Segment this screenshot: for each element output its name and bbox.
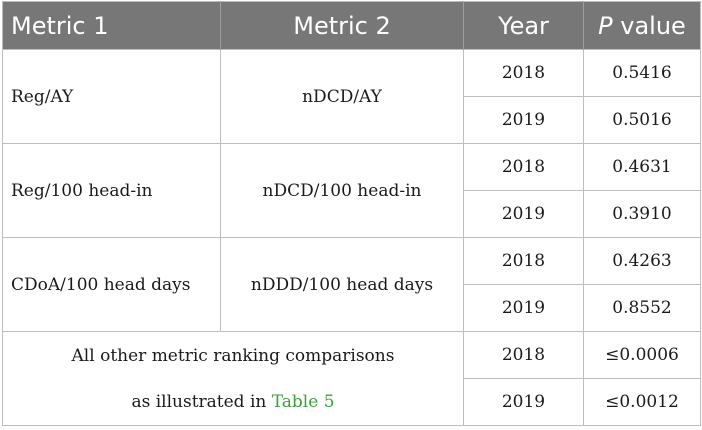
table-row: Reg/100 head-in nDCD/100 head-in 2018 0.… xyxy=(2,143,701,238)
table-5-link[interactable]: Table 5 xyxy=(271,391,335,412)
header-p-rest: value xyxy=(612,11,686,40)
header-metric-2: Metric 2 xyxy=(220,1,464,50)
p-value-cell: ≤0.0012 xyxy=(583,378,701,426)
year-cell: 2018 xyxy=(463,237,584,285)
table-row: 2019 0.5016 xyxy=(3,96,701,144)
p-value-cell: 0.5016 xyxy=(583,96,701,144)
p-value-cell: 0.4631 xyxy=(583,143,701,191)
table-row: Reg/AY nDCD/AY 2018 0.5416 xyxy=(2,49,701,144)
table-row: 2019 0.3910 xyxy=(3,190,701,238)
metric-2-cell: nDDD/100 head days xyxy=(220,237,464,332)
year-cell: 2019 xyxy=(463,378,584,426)
p-value-cell: 0.8552 xyxy=(583,284,701,332)
year-cell: 2018 xyxy=(463,49,584,97)
year-cell: 2019 xyxy=(463,96,584,144)
note-line-2: as illustrated in Table 5 xyxy=(3,379,463,425)
other-comparisons-note: All other metric ranking comparisons as … xyxy=(2,331,464,426)
metric-2-cell: nDCD/100 head-in xyxy=(220,143,464,238)
year-cell: 2018 xyxy=(463,331,584,379)
note-line-1: All other metric ranking comparisons xyxy=(71,345,395,366)
metric-2-cell: nDCD/AY xyxy=(220,49,464,144)
p-value-cell: 0.5416 xyxy=(583,49,701,97)
header-year: Year xyxy=(463,1,584,50)
header-metric-1: Metric 1 xyxy=(2,1,221,50)
metric-1-cell: CDoA/100 head days xyxy=(2,237,221,332)
table-row: 2019 ≤0.0012 xyxy=(3,378,701,426)
p-value-cell: ≤0.0006 xyxy=(583,331,701,379)
header-row: Metric 1 Metric 2 Year P value xyxy=(2,1,701,50)
header-p-italic: P xyxy=(598,11,613,40)
table-row: 2019 0.8552 xyxy=(3,284,701,332)
table-row: CDoA/100 head days nDDD/100 head days 20… xyxy=(2,237,701,332)
year-cell: 2018 xyxy=(463,143,584,191)
year-cell: 2019 xyxy=(463,190,584,238)
table-row: All other metric ranking comparisons as … xyxy=(2,331,701,426)
note-prefix: as illustrated in xyxy=(131,391,272,412)
metric-1-cell: Reg/AY xyxy=(2,49,221,144)
year-cell: 2019 xyxy=(463,284,584,332)
metric-1-cell: Reg/100 head-in xyxy=(2,143,221,238)
header-p-value: P value xyxy=(583,1,701,50)
p-value-cell: 0.4263 xyxy=(583,237,701,285)
p-value-cell: 0.3910 xyxy=(583,190,701,238)
